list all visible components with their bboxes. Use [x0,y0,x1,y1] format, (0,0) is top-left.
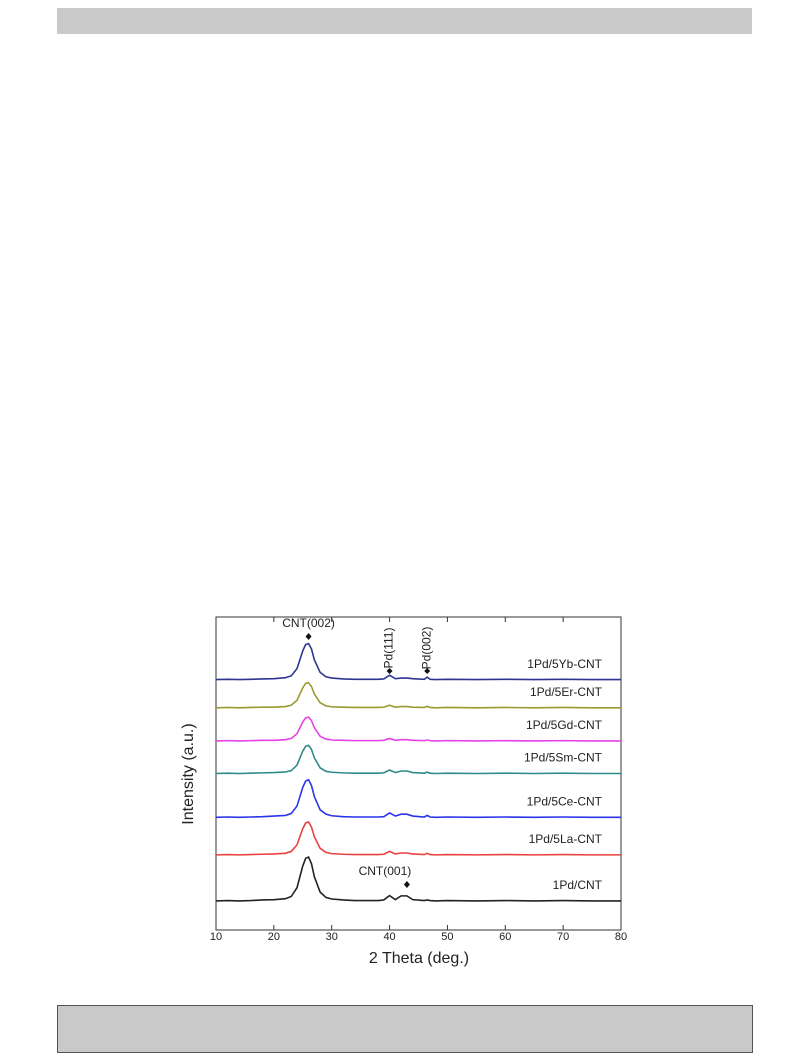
peak-marker [424,668,431,674]
series-line [215,744,621,775]
chart: 2 Theta (deg.) Intensity (a.u.) 10 20 30 40… [180,616,627,967]
series-line [215,681,621,709]
series-label: 1Pd/5Ce-CNT [527,794,603,808]
x-tick-label: 40 [383,931,395,943]
series-line [215,778,621,819]
series-line [215,642,621,681]
y-axis-label: Intensity (a.u.) [180,723,197,824]
peak-marker [403,881,410,888]
x-axis-label: 2 Theta (deg.) [369,950,469,967]
x-tick-label: 70 [557,931,569,943]
series-line [215,716,621,742]
peak-marker [305,633,312,640]
x-tick-label: 30 [326,931,338,943]
series-label: 1Pd/5Yb-CNT [527,657,602,671]
x-tick-label: 20 [268,931,280,943]
series-line [215,856,621,902]
x-tick-label: 80 [615,931,627,943]
series-label: 1Pd/5Sm-CNT [524,751,603,765]
caption-box [57,1005,753,1053]
series-label: 1Pd/5Gd-CNT [526,718,603,732]
peak-annotation: Pd(002) [419,627,433,670]
x-tick-label: 50 [441,931,453,943]
peak-annotation: CNT(002) [282,616,335,630]
series-label: 1Pd/5La-CNT [529,832,603,846]
series-line [215,821,621,856]
peak-annotation: Pd(111) [382,628,396,669]
series-label: 1Pd/5Er-CNT [530,685,603,699]
peak-marker [386,668,393,674]
x-tick-label: 60 [499,931,511,943]
peak-annotation: CNT(001) [359,864,412,878]
series-label: 1Pd/CNT [553,878,603,892]
header-bar [57,8,752,34]
x-tick-label: 10 [210,931,222,943]
